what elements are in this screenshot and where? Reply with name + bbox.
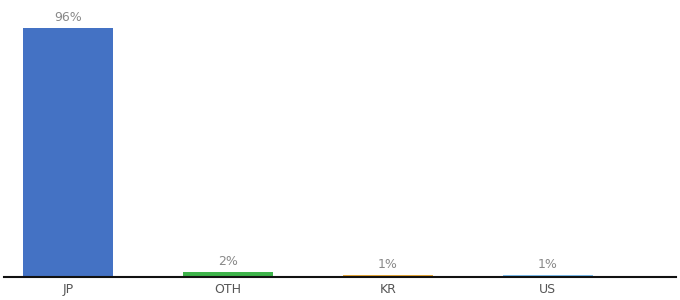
Bar bbox=[343, 275, 433, 277]
Text: 2%: 2% bbox=[218, 255, 238, 268]
Bar bbox=[503, 275, 593, 277]
Text: 1%: 1% bbox=[378, 258, 398, 271]
Bar bbox=[23, 28, 114, 277]
Text: 96%: 96% bbox=[54, 11, 82, 24]
Text: 1%: 1% bbox=[538, 258, 558, 271]
Bar bbox=[183, 272, 273, 277]
